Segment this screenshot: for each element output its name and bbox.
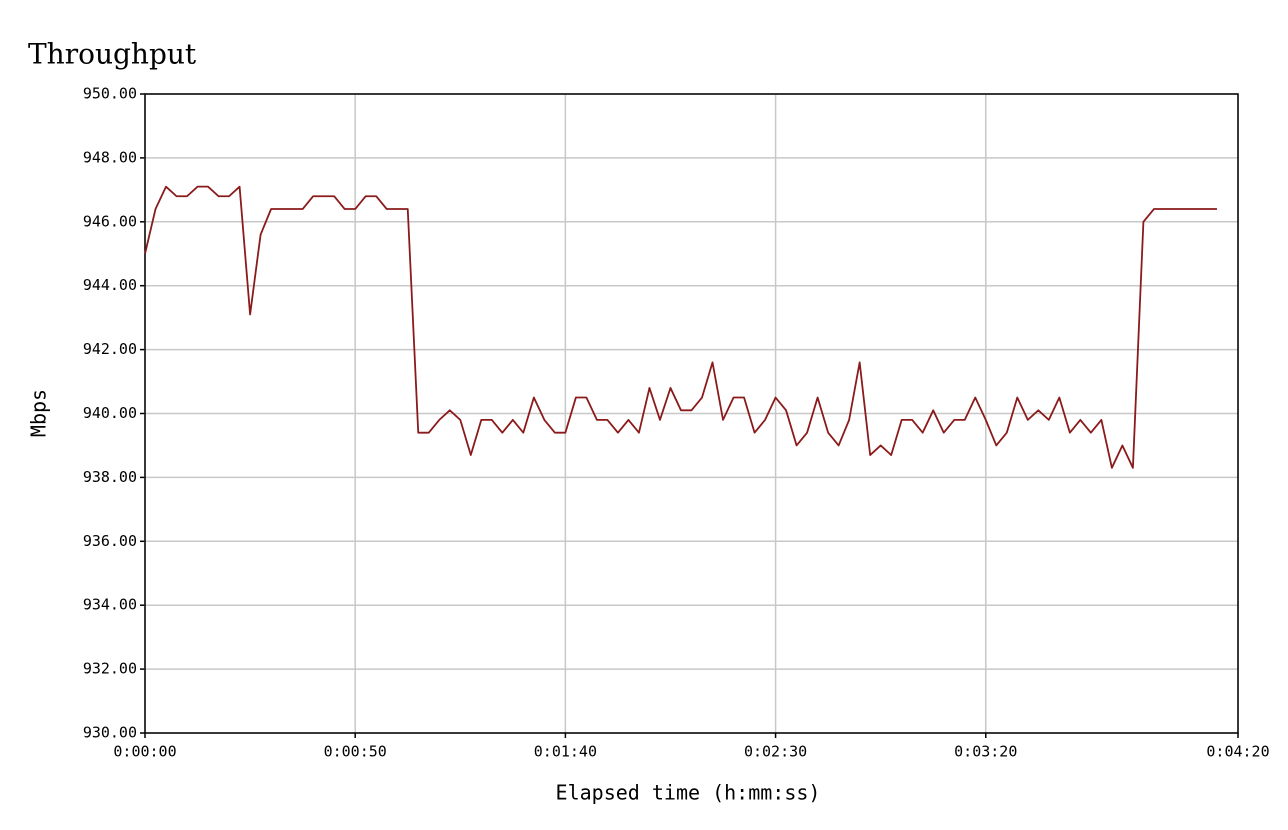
- y-tick-label: 942.00: [83, 340, 137, 358]
- y-tick-label: 948.00: [83, 148, 137, 166]
- y-tick-label: 944.00: [83, 276, 137, 294]
- x-tick-label: 0:00:00: [113, 743, 176, 761]
- x-axis-label: Elapsed time (h:mm:ss): [556, 781, 821, 805]
- y-tick-label: 930.00: [83, 724, 137, 742]
- x-tick-label: 0:04:20: [1206, 743, 1269, 761]
- y-tick-label: 932.00: [83, 660, 137, 678]
- x-tick-label: 0:02:30: [744, 743, 807, 761]
- y-tick-label: 940.00: [83, 404, 137, 422]
- x-tick-label: 0:01:40: [534, 743, 597, 761]
- chart-title: Throughput: [28, 38, 197, 71]
- y-tick-label: 934.00: [83, 596, 137, 614]
- x-tick-label: 0:03:20: [954, 743, 1017, 761]
- y-axis-label: Mbps: [27, 389, 51, 437]
- y-tick-label: 938.00: [83, 468, 137, 486]
- y-tick-label: 950.00: [83, 85, 137, 103]
- plot-frame: [144, 93, 1239, 734]
- line-series: [144, 185, 1217, 469]
- y-tick-label: 946.00: [83, 212, 137, 230]
- x-tick-label: 0:00:50: [324, 743, 387, 761]
- y-tick-label: 936.00: [83, 532, 137, 550]
